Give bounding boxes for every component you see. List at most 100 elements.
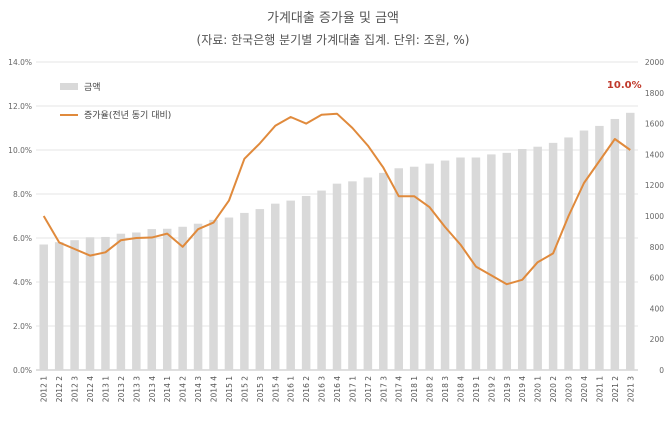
x-tick-label: 2021 1 (595, 376, 604, 402)
bar (178, 226, 187, 370)
bar (116, 233, 126, 370)
y-right-tick-label: 1200 (645, 181, 664, 190)
chart-subtitle: (자료: 한국은행 분기별 가계대출 집계. 단위: 조원, %) (197, 32, 470, 47)
y-right-tick-label: 800 (650, 243, 665, 252)
bar (425, 163, 434, 370)
x-tick-label: 2012 3 (71, 376, 80, 402)
growth-line (42, 112, 631, 286)
bar (487, 154, 496, 370)
x-tick-label: 2017 3 (379, 376, 388, 402)
bar (409, 166, 419, 370)
y-right-tick-label: 1600 (645, 120, 664, 129)
x-tick-label: 2017 2 (364, 376, 373, 402)
right-axis: 0 200 400 600 800 1000 1200 1400 1600 1800 2000 (645, 58, 664, 375)
y-left-tick-label: 0.0% (13, 366, 32, 375)
x-tick-label: 2020 4 (580, 376, 589, 402)
x-tick-label: 2016 4 (333, 376, 342, 402)
y-left-tick-label: 12.0% (8, 102, 32, 111)
x-tick-label: 2015 4 (271, 376, 280, 402)
bar (101, 236, 110, 370)
x-tick-label: 2020 1 (534, 376, 543, 402)
bar (317, 190, 326, 370)
x-tick-label: 2020 2 (549, 376, 558, 402)
y-right-tick-label: 2000 (645, 58, 664, 67)
bar (240, 212, 249, 370)
bar (564, 137, 573, 370)
x-tick-label: 2017 1 (348, 376, 357, 402)
bar (271, 203, 280, 370)
x-tick-label: 2014 2 (179, 376, 188, 402)
y-left-tick-label: 14.0% (8, 58, 32, 67)
x-tick-label: 2015 3 (256, 376, 265, 402)
bar (471, 157, 481, 370)
x-tick-label: 2015 2 (240, 376, 249, 402)
chart-title: 가계대출 증가율 및 금액 (267, 11, 399, 26)
bar (209, 219, 218, 370)
bar (440, 160, 450, 370)
x-tick-label: 2018 2 (426, 376, 435, 402)
bar (301, 195, 311, 370)
legend: 금액 증가율(전년 동기 대비) (60, 81, 171, 121)
x-tick-label: 2016 3 (318, 376, 327, 402)
y-right-tick-label: 600 (650, 274, 665, 283)
x-tick-label: 2012 1 (40, 376, 49, 402)
x-tick-label: 2014 1 (163, 376, 172, 402)
bar (255, 209, 265, 370)
bar-series (39, 112, 635, 370)
x-tick-label: 2018 1 (410, 376, 419, 402)
legend-label-growth: 증가율(전년 동기 대비) (84, 110, 171, 121)
y-right-tick-label: 200 (650, 335, 665, 344)
legend-label-amount: 금액 (84, 81, 101, 93)
bar (193, 223, 203, 370)
y-right-tick-label: 0 (659, 366, 664, 375)
x-tick-label: 2019 2 (487, 376, 496, 402)
x-tick-label: 2019 3 (503, 376, 512, 402)
y-left-tick-label: 8.0% (13, 190, 32, 199)
x-tick-label: 2016 1 (287, 376, 296, 402)
y-right-tick-label: 1000 (645, 212, 664, 221)
x-tick-label: 2020 3 (565, 376, 574, 402)
bar (394, 168, 403, 370)
y-right-tick-label: 1800 (645, 89, 664, 98)
x-tick-label: 2015 1 (225, 376, 234, 402)
bar (517, 149, 527, 370)
y-left-tick-label: 6.0% (13, 234, 32, 243)
y-left-tick-label: 2.0% (13, 322, 32, 331)
x-tick-label: 2013 2 (117, 376, 126, 402)
left-axis: 0.0% 2.0% 4.0% 6.0% 8.0% 10.0% 12.0% 14.0% (8, 58, 32, 375)
x-tick-label: 2012 4 (86, 376, 95, 402)
x-tick-label: 2021 3 (626, 376, 635, 402)
x-tick-label: 2016 2 (302, 376, 311, 402)
x-tick-label: 2014 3 (194, 376, 203, 402)
x-tick-label: 2019 1 (472, 376, 481, 402)
bar (162, 228, 172, 370)
bar (379, 172, 388, 370)
bar (348, 181, 357, 370)
x-tick-label: 2012 2 (55, 376, 64, 402)
bar (456, 157, 465, 370)
x-tick-label: 2013 4 (148, 376, 157, 402)
x-tick-label: 2018 3 (441, 376, 450, 402)
line-series (42, 112, 631, 286)
annotation-label: 10.0% (607, 80, 642, 91)
x-tick-label: 2021 2 (611, 376, 620, 402)
bar (85, 237, 95, 370)
x-tick-label: 2018 4 (456, 376, 465, 402)
bar (626, 112, 635, 370)
y-right-tick-label: 400 (650, 304, 665, 313)
bar (533, 146, 542, 370)
bar (132, 232, 141, 370)
bar (502, 152, 512, 370)
bar (286, 200, 295, 370)
bar (579, 130, 589, 370)
bar (610, 118, 620, 370)
bar (595, 125, 604, 370)
bar (54, 242, 64, 370)
bar (548, 142, 558, 370)
x-axis: 2012 1 2012 2 2012 3 2012 4 2013 1 2013 2 2013… (40, 376, 636, 402)
bar (332, 183, 342, 370)
x-tick-label: 2019 4 (518, 376, 527, 402)
y-left-tick-label: 10.0% (8, 146, 32, 155)
bar (224, 217, 234, 370)
x-tick-label: 2013 3 (132, 376, 141, 402)
